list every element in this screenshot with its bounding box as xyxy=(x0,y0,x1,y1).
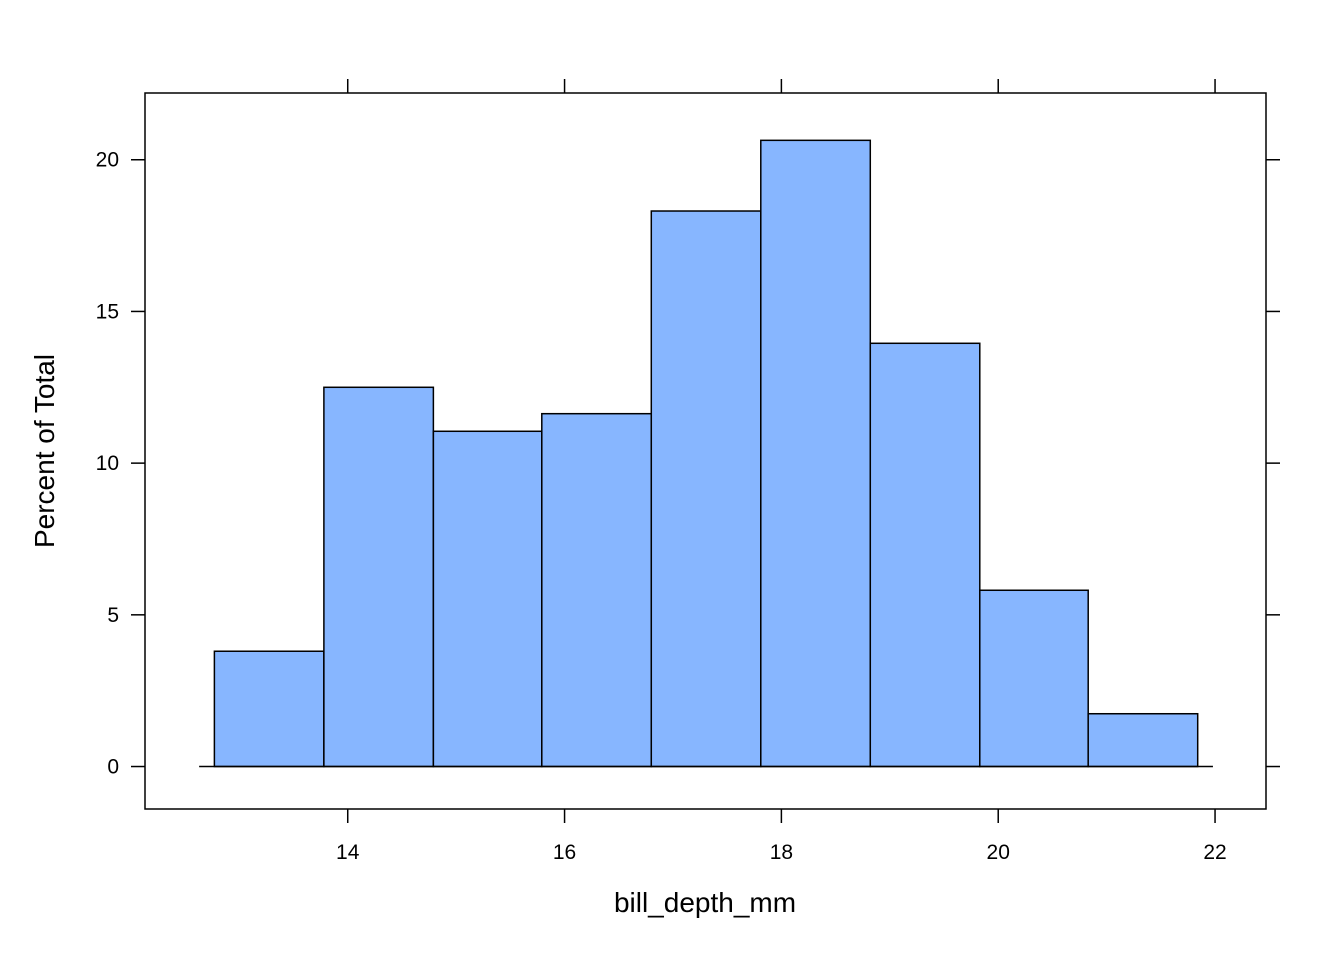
histogram-bar-3 xyxy=(541,412,653,768)
x-axis-title: bill_depth_mm xyxy=(614,887,796,918)
histogram-bar-4 xyxy=(650,210,762,768)
histogram-bar-0 xyxy=(213,650,325,768)
y-tick-label-1: 5 xyxy=(107,604,119,627)
histogram-bar-7 xyxy=(979,589,1089,768)
ticks-group xyxy=(131,79,1280,823)
tick-labels-group: 14 16 18 20 22 0 5 10 15 20 xyxy=(96,149,1227,864)
x-tick-label-3: 20 xyxy=(987,841,1010,864)
plot-frame xyxy=(144,92,1267,810)
y-tick-label-4: 20 xyxy=(96,149,119,172)
y-tick-label-2: 10 xyxy=(96,452,119,475)
x-tick-label-2: 18 xyxy=(770,841,793,864)
bars-group xyxy=(213,139,1199,768)
x-tick-label-1: 16 xyxy=(553,841,576,864)
histogram-bar-1 xyxy=(323,386,435,768)
y-tick-label-3: 15 xyxy=(96,300,119,323)
x-tick-label-4: 22 xyxy=(1203,841,1226,864)
histogram-bar-5 xyxy=(760,139,872,768)
histogram-bar-2 xyxy=(432,430,543,768)
y-tick-label-0: 0 xyxy=(107,756,119,779)
histogram-bar-6 xyxy=(869,342,981,768)
histogram-bar-8 xyxy=(1087,712,1199,768)
x-tick-label-0: 14 xyxy=(336,841,360,864)
y-axis-title: Percent of Total xyxy=(29,354,60,548)
